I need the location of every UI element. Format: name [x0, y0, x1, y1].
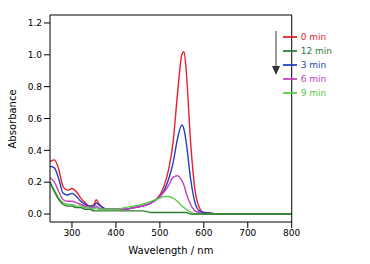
html-text:6 min: 6 min [300, 73, 327, 84]
svg-text:0.4: 0.4 [28, 146, 43, 156]
svg-text:1.2: 1.2 [28, 18, 42, 28]
svg-text:0.6: 0.6 [28, 114, 43, 124]
html-text:12 min: 12 min [300, 45, 332, 56]
svg-text:0.2: 0.2 [28, 177, 42, 187]
svg-text:800: 800 [283, 228, 300, 238]
svg-text:0.0: 0.0 [28, 209, 43, 219]
html-text:9 min: 9 min [300, 87, 327, 98]
svg-text:1.0: 1.0 [28, 50, 43, 60]
svg-text:700: 700 [239, 228, 256, 238]
svg-text:0.8: 0.8 [28, 82, 43, 92]
svg-text:300: 300 [63, 228, 80, 238]
svg-text:Absorbance: Absorbance [8, 89, 18, 148]
svg-text:Wavelength / nm: Wavelength / nm [128, 245, 213, 256]
svg-text:400: 400 [107, 228, 124, 238]
svg-text:500: 500 [151, 228, 168, 238]
html-text:0 min: 0 min [300, 31, 327, 42]
html-text:3 min: 3 min [300, 59, 327, 70]
svg-text:600: 600 [195, 228, 212, 238]
